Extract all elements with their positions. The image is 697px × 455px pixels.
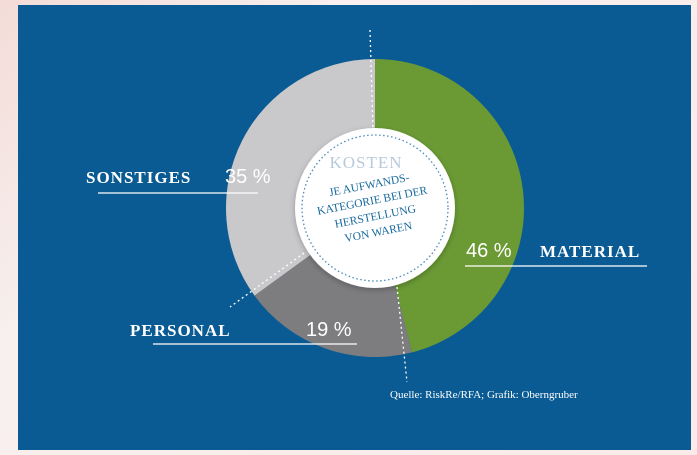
slice-sonstiges: [225, 59, 375, 296]
slice-personal: [254, 249, 413, 357]
label-material: MATERIAL: [540, 242, 640, 261]
chart-panel: KOSTEN JE AUFWANDS- KATEGORIE BEI DER HE…: [18, 5, 691, 450]
value-material: 46 %: [466, 240, 512, 262]
divider-bottom: [396, 286, 408, 383]
value-sonstiges: 35 %: [225, 166, 271, 188]
divider-left: [229, 252, 305, 308]
label-personal: PERSONAL: [130, 321, 231, 340]
source-note: Quelle: RiskRe/RFA; Grafik: Oberngruber: [390, 389, 578, 401]
center-circle: [295, 128, 455, 288]
label-sonstiges: SONSTIGES: [86, 168, 191, 187]
divider-top: [369, 29, 374, 132]
center-title: KOSTEN: [329, 153, 402, 172]
value-personal: 19 %: [306, 319, 352, 341]
center-ring: [301, 134, 449, 282]
donut-chart: KOSTEN JE AUFWANDS- KATEGORIE BEI DER HE…: [86, 29, 647, 401]
